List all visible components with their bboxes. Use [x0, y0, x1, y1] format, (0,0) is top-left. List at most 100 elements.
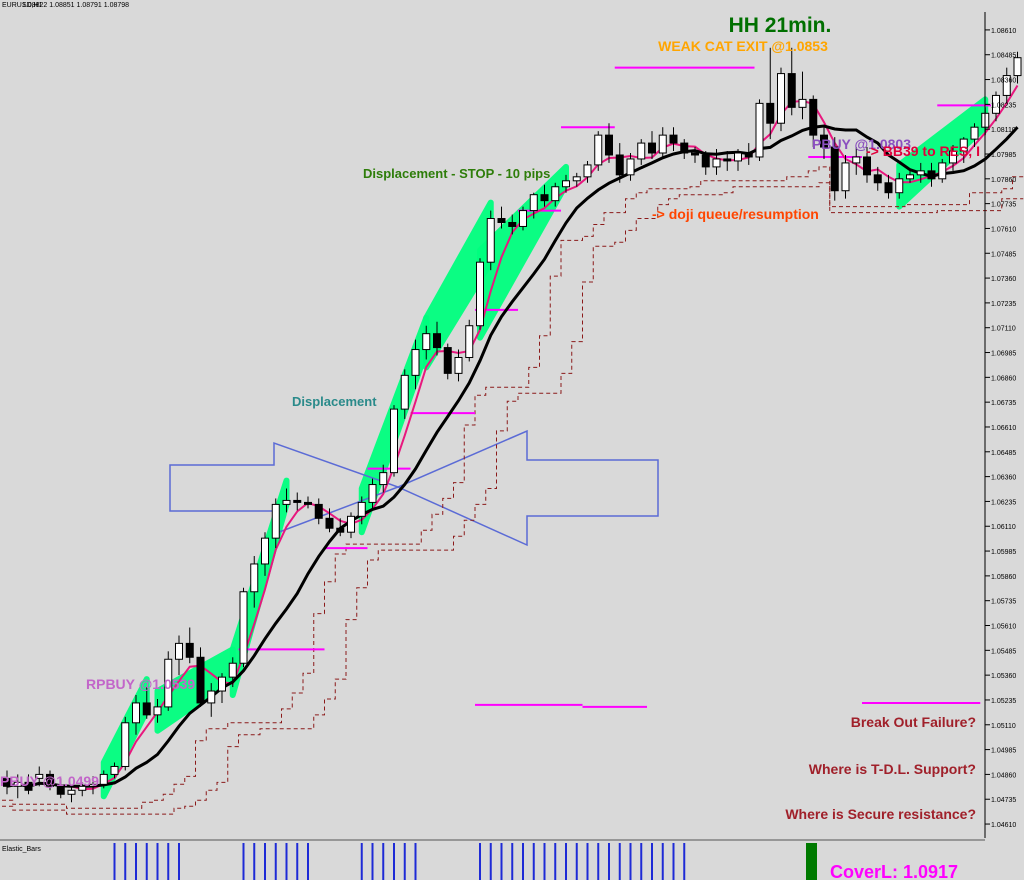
- candle-body: [529, 194, 538, 212]
- candle-body: [873, 174, 882, 184]
- y-tick-label: 1.08235: [991, 102, 1016, 109]
- candle-body: [852, 156, 861, 164]
- candle: [13, 774, 22, 799]
- y-tick-label: 1.05485: [991, 648, 1016, 655]
- candle-body: [540, 194, 549, 202]
- candle-body: [777, 73, 785, 124]
- candle: [562, 174, 570, 193]
- candle: [293, 492, 302, 511]
- candle-body: [605, 134, 613, 156]
- candle-body: [433, 333, 441, 349]
- candle-body: [562, 180, 570, 188]
- candle-body: [196, 656, 205, 704]
- candle-body: [368, 484, 377, 503]
- candle-body: [626, 158, 635, 176]
- candle: [895, 172, 904, 199]
- question-breakout: Break Out Failure?: [851, 714, 976, 730]
- y-tick-label: 1.04610: [991, 822, 1016, 829]
- candle: [78, 782, 87, 797]
- displacement-stop-label: Displacement - STOP - 10 pips: [363, 166, 550, 181]
- left-arrow: [169, 441, 401, 536]
- y-tick-label: 1.06110: [991, 524, 1016, 531]
- chart-header: EURUSD,H1: [2, 2, 43, 9]
- right-arrow: [396, 429, 659, 547]
- arrow-overlay: [169, 429, 659, 547]
- candle: [207, 683, 216, 717]
- candle-body: [691, 152, 699, 156]
- candle-body: [250, 563, 259, 593]
- rpbuy-right-label: PBUY @1.0803: [812, 136, 911, 152]
- candle-body: [293, 499, 302, 503]
- candle-body: [1013, 57, 1022, 77]
- y-tick-label: 1.04985: [991, 748, 1016, 755]
- candle: [1002, 67, 1011, 104]
- y-tick-label: 1.08110: [991, 127, 1016, 134]
- candle-body: [669, 134, 678, 144]
- candle: [271, 498, 280, 549]
- candle-body: [443, 347, 452, 374]
- candle-body: [411, 349, 420, 376]
- slow-moving-average: [6, 124, 1019, 788]
- candle-body: [110, 765, 119, 775]
- candle-body: [927, 170, 936, 180]
- y-tick-label: 1.05985: [991, 549, 1016, 556]
- bb-label: -> BB39 to RES, I: [866, 143, 980, 159]
- candle: [615, 143, 624, 183]
- candle: [744, 143, 753, 165]
- candle-body: [89, 783, 97, 787]
- candle: [508, 214, 517, 235]
- candle-body: [830, 146, 839, 192]
- candle: [583, 160, 592, 183]
- candle-body: [304, 501, 312, 505]
- candle: [723, 151, 732, 171]
- candle-body: [959, 138, 968, 152]
- candle: [67, 786, 76, 803]
- candle: [884, 174, 893, 199]
- candle: [282, 488, 291, 513]
- y-tick-label: 1.08360: [991, 78, 1016, 85]
- candle-body: [551, 186, 560, 202]
- y-tick-label: 1.04860: [991, 772, 1016, 779]
- candle-body: [454, 356, 463, 374]
- y-tick-label: 1.06985: [991, 351, 1016, 358]
- candle: [970, 123, 979, 148]
- y-tick-label: 1.06860: [991, 375, 1016, 382]
- candle: [551, 182, 560, 207]
- candle-body: [261, 537, 269, 565]
- candle: [938, 158, 947, 183]
- candle: [605, 123, 613, 163]
- candle: [325, 508, 334, 533]
- y-tick-label: 1.07235: [991, 301, 1016, 308]
- candle: [164, 651, 173, 711]
- candle-body: [992, 94, 1000, 114]
- candle-body: [648, 142, 656, 154]
- candle: [261, 532, 269, 576]
- y-tick-label: 1.06485: [991, 450, 1016, 457]
- y-tick-label: 1.05610: [991, 624, 1016, 631]
- candle: [992, 91, 1000, 122]
- candle-body: [78, 785, 87, 791]
- candle: [572, 172, 581, 187]
- candle-body: [132, 702, 140, 724]
- candle-body: [67, 789, 76, 795]
- candle: [121, 716, 130, 771]
- candle: [787, 47, 796, 116]
- candle-body: [13, 781, 22, 787]
- candle-body: [175, 642, 183, 660]
- candle: [24, 774, 33, 795]
- candle: [153, 698, 162, 723]
- y-tick-label: 1.08485: [991, 53, 1016, 60]
- candle: [185, 627, 194, 664]
- candle-body: [336, 527, 345, 533]
- y-tick-label: 1.07735: [991, 202, 1016, 209]
- y-tick-label: 1.06360: [991, 475, 1016, 482]
- candle-body: [476, 261, 484, 327]
- candle: [132, 694, 140, 735]
- rpbuy-label: RPBUY @1.0539: [86, 676, 195, 692]
- candle-body: [325, 517, 334, 529]
- candle: [56, 778, 65, 799]
- candle: [1013, 51, 1022, 84]
